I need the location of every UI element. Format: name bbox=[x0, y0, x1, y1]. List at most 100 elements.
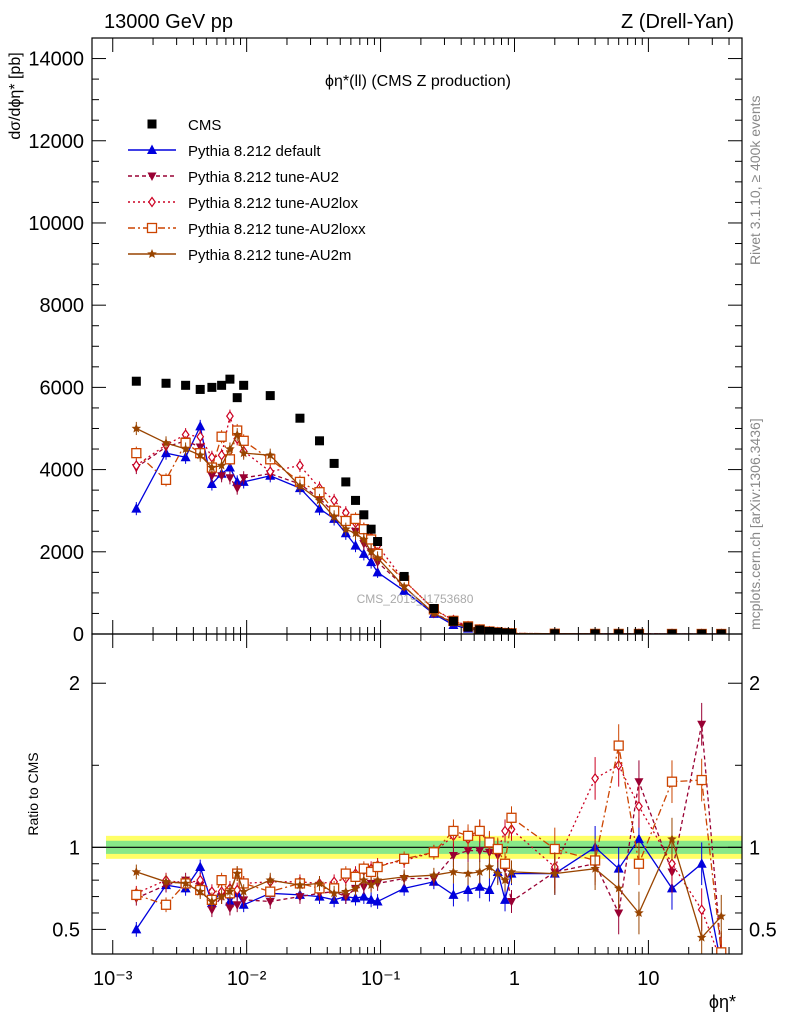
ratio-point-4-0 bbox=[131, 889, 142, 901]
legend-label-tune-au2loxx: Pythia 8.212 tune-AU2loxx bbox=[188, 221, 366, 238]
main-point-3-0 bbox=[132, 459, 141, 472]
ratio-point-2-20 bbox=[448, 852, 458, 861]
xtick-label-0: 10⁻³ bbox=[93, 968, 133, 990]
ratio-point-4-23 bbox=[484, 837, 495, 848]
legend-entry-tune-au2loxx: Pythia 8.212 tune-AU2loxx bbox=[128, 221, 366, 238]
main-point-0-1 bbox=[161, 378, 171, 388]
ratio-point-5-13 bbox=[341, 886, 351, 896]
ratio-point-4-5 bbox=[216, 875, 227, 886]
ratio-ytick-label-left-1: 1 bbox=[69, 837, 80, 859]
ratio-point-1-14 bbox=[350, 892, 361, 903]
ratio-point-5-8 bbox=[238, 886, 249, 896]
main-point-0-0 bbox=[131, 376, 141, 386]
ratio-point-5-20 bbox=[448, 866, 459, 876]
ratio-point-5-28 bbox=[590, 863, 600, 873]
ratio-series-line-2 bbox=[136, 724, 722, 954]
main-point-0-30 bbox=[634, 629, 644, 634]
ratio-point-5-17 bbox=[372, 875, 383, 885]
ratio-point-4-27 bbox=[549, 843, 560, 855]
header-right-text: Z (Drell-Yan) bbox=[621, 11, 734, 33]
main-point-0-8 bbox=[239, 380, 249, 390]
ratio-point-2-4 bbox=[207, 906, 217, 915]
main-point-5-13 bbox=[341, 524, 351, 534]
main-point-0-20 bbox=[448, 616, 458, 626]
main-ytick-label-5: 10000 bbox=[28, 213, 84, 235]
main-point-0-5 bbox=[217, 380, 227, 390]
main-point-1-14 bbox=[350, 540, 361, 550]
ratio-point-3-30 bbox=[635, 800, 643, 812]
ratio-point-4-9 bbox=[265, 886, 276, 897]
axes-ticks: 0 2000 4000 6000 8000 10000 12000 14000 0.5 0.5 1 1… bbox=[28, 38, 777, 990]
ratio-ytick-label-left-0: 0.5 bbox=[52, 919, 80, 941]
ratio-point-5-19 bbox=[429, 870, 439, 880]
header-left-text: 13000 GeV pp bbox=[104, 11, 233, 33]
ratio-point-3-25 bbox=[501, 825, 509, 837]
main-ytick-label-0: 0 bbox=[73, 624, 84, 646]
main-point-1-17 bbox=[372, 566, 383, 577]
ratio-point-4-24 bbox=[492, 843, 503, 855]
legend-symbol-4 bbox=[146, 222, 158, 234]
main-ytick-label-4: 8000 bbox=[40, 295, 85, 317]
ratio-point-5-21 bbox=[463, 868, 473, 878]
ratio-point-5-18 bbox=[399, 871, 409, 881]
main-point-1-2 bbox=[180, 451, 191, 462]
ratio-ytick-label-left-2: 2 bbox=[69, 673, 80, 695]
xtick-label-3: 1 bbox=[509, 968, 520, 990]
ratio-point-2-22 bbox=[475, 847, 485, 856]
ratio-point-4-19 bbox=[428, 847, 440, 858]
main-point-1-15 bbox=[358, 548, 369, 558]
main-point-1-4 bbox=[206, 478, 217, 488]
main-ytick-label-2: 4000 bbox=[40, 460, 85, 482]
ratio-point-4-21 bbox=[462, 830, 474, 841]
ratio-y-axis-label: Ratio to CMS bbox=[25, 752, 41, 835]
main-ytick-label-1: 2000 bbox=[40, 542, 85, 564]
legend-label-tune-au2m: Pythia 8.212 tune-AU2m bbox=[188, 247, 351, 264]
ratio-point-4-26 bbox=[506, 812, 517, 823]
legend-label-tune-au2: Pythia 8.212 tune-AU2 bbox=[188, 169, 339, 186]
ratio-point-2-29 bbox=[614, 909, 624, 918]
main-point-0-15 bbox=[359, 510, 369, 520]
main-point-0-16 bbox=[366, 524, 376, 534]
main-point-0-32 bbox=[697, 629, 707, 634]
ratio-point-2-32 bbox=[697, 720, 707, 730]
legend-symbol-5 bbox=[147, 249, 157, 258]
ratio-point-2-21 bbox=[463, 847, 473, 856]
ratio-point-5-0 bbox=[131, 866, 142, 876]
legend-entry-cms: CMS bbox=[147, 117, 221, 134]
ratio-ytick-label-right-1: 1 bbox=[749, 837, 760, 859]
main-point-0-10 bbox=[295, 413, 305, 423]
ratio-series-line-3 bbox=[136, 764, 719, 954]
main-point-0-13 bbox=[341, 477, 351, 487]
ratio-point-1-3 bbox=[195, 861, 206, 872]
main-point-5-17 bbox=[372, 553, 383, 562]
ratio-point-1-0 bbox=[131, 923, 142, 934]
ratio-series-group bbox=[131, 702, 727, 954]
main-point-0-33 bbox=[716, 629, 726, 634]
ratio-point-5-31 bbox=[667, 834, 677, 844]
legend: CMS Pythia 8.212 default Pythia 8.212 tu… bbox=[128, 117, 366, 264]
main-point-5-1 bbox=[161, 437, 171, 447]
ratio-point-4-17 bbox=[372, 861, 383, 873]
main-point-5-7 bbox=[232, 429, 242, 439]
ratio-point-4-1 bbox=[160, 899, 172, 910]
legend-marker-pythia-default bbox=[128, 144, 176, 154]
legend-symbol-3 bbox=[148, 196, 156, 208]
main-point-1-16 bbox=[366, 556, 377, 567]
ratio-point-5-32 bbox=[696, 932, 707, 942]
ratio-point-1-32 bbox=[696, 858, 707, 868]
main-point-5-3 bbox=[195, 450, 205, 460]
ratio-point-4-32 bbox=[696, 774, 707, 786]
ratio-point-4-14 bbox=[350, 871, 361, 883]
main-point-0-17 bbox=[373, 537, 383, 547]
main-point-3-3 bbox=[196, 431, 205, 443]
ratio-point-2-30 bbox=[634, 778, 644, 787]
main-point-2-5 bbox=[217, 472, 227, 481]
main-point-1-6 bbox=[224, 462, 235, 472]
main-point-5-15 bbox=[359, 534, 369, 544]
main-ytick-label-6: 12000 bbox=[28, 131, 84, 153]
main-point-5-11 bbox=[314, 495, 325, 505]
ratio-point-2-6 bbox=[225, 904, 235, 914]
main-point-0-25 bbox=[500, 628, 510, 634]
ratio-point-5-33 bbox=[716, 911, 726, 921]
